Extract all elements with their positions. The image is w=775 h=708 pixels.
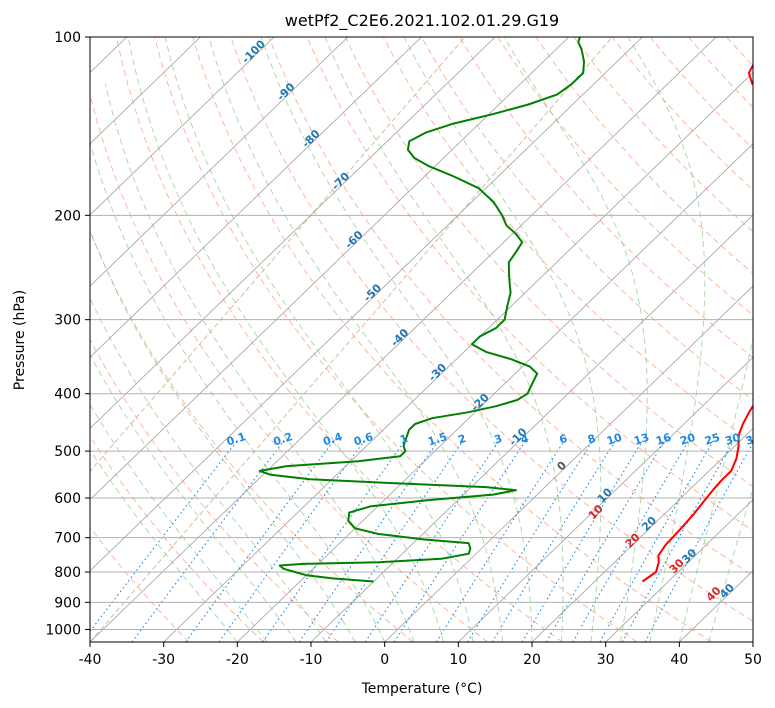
mixing-ratio-label: 1.5 <box>426 430 449 448</box>
moist-adiabat-line <box>164 37 474 642</box>
background-lines <box>90 37 753 642</box>
isotherm-line <box>90 37 201 145</box>
moist-adiabat-line <box>678 336 753 642</box>
dewpoint-line <box>258 37 585 583</box>
moist-adiabat-line <box>90 353 297 642</box>
dry-adiabat-line <box>268 37 753 577</box>
x-tick-label: 10 <box>449 652 467 668</box>
mixing-ratio-line <box>262 440 406 642</box>
mixing-ratio-label: 13 <box>632 431 651 448</box>
mixing-ratio-label: 0.4 <box>321 430 344 448</box>
x-tick-label: 40 <box>670 652 688 668</box>
y-tick-label: 1000 <box>45 622 81 638</box>
mixing-ratio-line <box>467 440 594 642</box>
moist-adiabat-line <box>90 229 356 642</box>
mixing-ratio-line <box>521 440 644 642</box>
isotherm-line <box>384 285 753 642</box>
isotherm-line <box>90 37 275 216</box>
mixing-ratio-label: 3 <box>493 432 504 447</box>
mixing-ratio-line <box>599 440 714 642</box>
x-tick-label: -10 <box>300 652 323 668</box>
moist-adiabat-line <box>260 37 533 642</box>
x-tick-label: -20 <box>226 652 249 668</box>
moist-adiabat-line <box>324 37 564 642</box>
isotherm-line <box>605 499 753 642</box>
x-tick-label: 30 <box>597 652 615 668</box>
dry-adiabat-line <box>90 92 488 642</box>
y-tick-label: 200 <box>54 208 81 224</box>
isotherm-line <box>237 143 753 642</box>
dry-adiabat-line <box>230 37 753 622</box>
mixing-ratio-label: 1 <box>398 432 409 447</box>
mixing-ratio-line <box>131 440 285 642</box>
mixing-ratio-line <box>491 440 616 642</box>
mixing-ratio-line <box>545 440 666 642</box>
mixing-ratio-label: 10 <box>605 431 624 448</box>
x-axis: -40 -30 -20 -10 0 10 20 30 40 50 <box>79 642 762 668</box>
y-tick-label: 300 <box>54 313 81 329</box>
y-tick-label: 500 <box>54 444 81 460</box>
mixing-ratio-label: 0.1 <box>225 430 248 448</box>
dry-adiabat-line <box>115 37 563 642</box>
moist-adiabat-line <box>127 37 445 642</box>
isotherm-line <box>90 37 570 501</box>
isotherm-line <box>458 356 753 642</box>
y-tick-label: 700 <box>54 531 81 547</box>
y-axis-label: Pressure (hPa) <box>12 290 28 390</box>
mixing-ratio-label: 6 <box>558 432 570 447</box>
dry-adiabat-line <box>90 435 264 642</box>
x-axis-label: Temperature (°C) <box>361 681 483 697</box>
isotherm-line <box>90 37 349 287</box>
isotherm-line <box>531 427 753 642</box>
chart-title: wetPf2_C2E6.2021.102.01.29.G19 <box>285 11 559 31</box>
y-tick-label: 400 <box>54 387 81 403</box>
x-tick-label: 50 <box>744 652 762 668</box>
dry-adiabat-line <box>154 37 638 642</box>
mixing-ratio-label: 36 <box>744 431 763 448</box>
mixing-ratio-label: 0.2 <box>272 430 295 448</box>
y-tick-label: 900 <box>54 595 81 611</box>
x-tick-label: 0 <box>380 652 389 668</box>
y-tick-label: 800 <box>54 565 81 581</box>
plot-frame <box>89 36 754 643</box>
mixing-ratio-line <box>644 441 753 642</box>
moist-adiabat-line <box>403 37 602 642</box>
temperature-line <box>641 62 753 583</box>
moist-adiabat-line <box>503 37 648 642</box>
mixing-ratio-line <box>621 440 735 642</box>
dry-adiabat-line <box>90 229 414 642</box>
mixing-ratio-line <box>572 440 690 642</box>
theta-e-line <box>90 37 613 642</box>
profile-lines <box>258 37 753 583</box>
dry-adiabat-line <box>306 37 753 532</box>
moist-adiabat-line <box>90 141 386 642</box>
x-tick-label: -30 <box>152 652 175 668</box>
mixing-ratio-label: 25 <box>703 431 722 448</box>
mixing-ratio-label: 2 <box>456 432 467 447</box>
dry-adiabat-line <box>192 37 712 642</box>
isotherm-line <box>90 37 717 642</box>
moist-adiabat-line <box>708 486 753 642</box>
y-axis: 100 200 300 400 500 600 700 800 900 1000 <box>45 30 90 638</box>
y-tick-label: 600 <box>54 491 81 507</box>
mixing-ratio-line <box>218 440 365 642</box>
mixing-ratio-label: 0.6 <box>352 430 375 448</box>
isotherm-line <box>90 37 643 572</box>
isotherm-line <box>90 37 496 430</box>
theta-e-line <box>90 37 466 473</box>
mixing-ratio-label: 20 <box>678 431 697 448</box>
y-tick-label: 100 <box>54 30 81 46</box>
x-tick-label: -40 <box>79 652 102 668</box>
moist-adiabat-line <box>627 37 706 642</box>
mixing-ratio-label: 4 <box>519 432 531 447</box>
mixing-ratio-label: 8 <box>586 432 597 447</box>
x-tick-label: 20 <box>523 652 541 668</box>
mixing-ratio-label: 30 <box>723 431 742 448</box>
mixing-ratio-label: 16 <box>654 431 673 448</box>
dry-adiabat-line <box>90 338 339 642</box>
isotherm-line <box>90 37 422 358</box>
